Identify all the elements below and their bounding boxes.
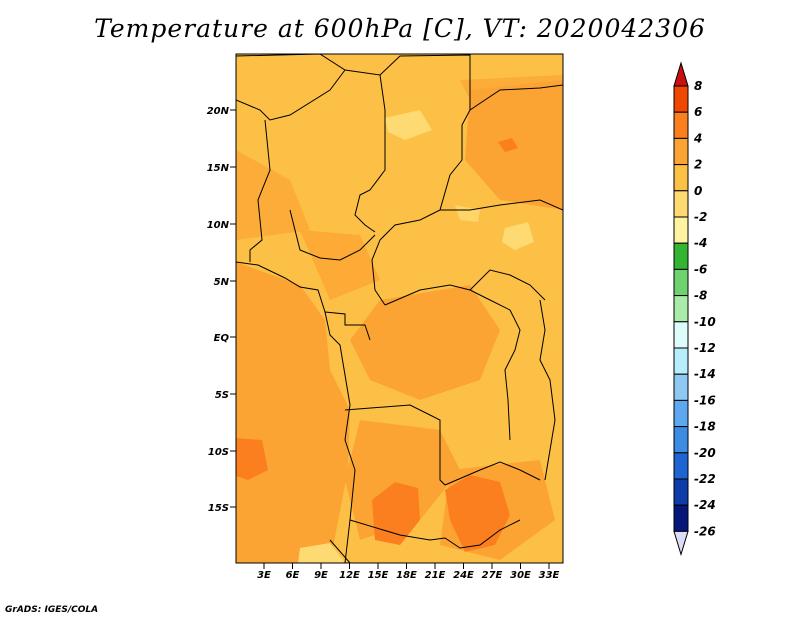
colorbar-segment bbox=[673, 216, 689, 244]
latitude-axis: 20N 15N 10N 5N EQ 5S 10S 15S bbox=[207, 106, 236, 514]
grads-credit: GrADS: IGES/COLA bbox=[5, 605, 98, 615]
colorbar-segment bbox=[673, 452, 689, 480]
lon-label: 24E bbox=[453, 570, 474, 581]
lon-label: 9E bbox=[314, 570, 328, 581]
lon-label: 27E bbox=[482, 570, 503, 581]
colorbar-segment bbox=[673, 426, 689, 454]
colorbar-top-arrow bbox=[673, 61, 689, 87]
colorbar-label: 4 bbox=[693, 131, 702, 145]
temperature-field bbox=[236, 54, 563, 563]
colorbar-segment bbox=[673, 242, 689, 270]
colorbar-label: 2 bbox=[694, 158, 702, 172]
colorbar-segment bbox=[673, 373, 689, 401]
colorbar-segment bbox=[673, 321, 689, 349]
lat-label: 10N bbox=[207, 220, 230, 231]
colorbar-segment bbox=[673, 268, 689, 297]
colorbar-segment bbox=[673, 295, 689, 323]
colorbar-segment bbox=[673, 504, 689, 532]
colorbar-segment bbox=[673, 399, 689, 428]
lat-label: 20N bbox=[207, 106, 230, 117]
colorbar-label: -18 bbox=[694, 420, 716, 434]
map-frame bbox=[235, 53, 564, 564]
colorbar-label: 0 bbox=[694, 184, 702, 198]
colorbar-segment bbox=[673, 478, 689, 506]
lon-label: 12E bbox=[339, 570, 360, 581]
lon-label: 15E bbox=[368, 570, 389, 581]
lat-label: 15N bbox=[207, 163, 230, 174]
colorbar-label: -12 bbox=[694, 341, 716, 355]
colorbar-segment bbox=[673, 111, 689, 139]
lon-label: 6E bbox=[286, 570, 300, 581]
colorbar-label: 8 bbox=[694, 79, 702, 93]
colorbar-label: -26 bbox=[694, 524, 716, 538]
colorbar-label: -4 bbox=[694, 236, 707, 250]
colorbar-segment bbox=[673, 137, 689, 166]
lon-label: 18E bbox=[396, 570, 417, 581]
lon-label: 30E bbox=[510, 570, 531, 581]
colorbar-label: -20 bbox=[694, 446, 716, 460]
lat-label: 10S bbox=[208, 447, 229, 458]
longitude-axis: 3E 6E 9E 12E 15E 18E 21E 24E 27E 30E 33E bbox=[257, 563, 560, 581]
colorbar: 8 6 4 2 0 -2 -4 -6 -8 -10 -12 -14 -16 -18 -20 -22 -24 -26 bbox=[673, 61, 716, 557]
lat-label: 5S bbox=[215, 390, 229, 401]
colorbar-segment bbox=[673, 190, 689, 218]
colorbar-bottom-arrow bbox=[673, 530, 689, 557]
lon-label: 3E bbox=[257, 570, 271, 581]
lon-label: 33E bbox=[539, 570, 560, 581]
colorbar-label: 6 bbox=[694, 105, 702, 119]
colorbar-label: -10 bbox=[694, 315, 716, 329]
colorbar-label: -24 bbox=[694, 498, 716, 512]
lat-label: 15S bbox=[208, 503, 229, 514]
colorbar-segment bbox=[673, 347, 689, 375]
colorbar-label: -14 bbox=[694, 367, 716, 381]
lon-label: 21E bbox=[425, 570, 446, 581]
colorbar-label: -6 bbox=[694, 262, 707, 276]
colorbar-segment bbox=[673, 85, 689, 113]
lat-label: 5N bbox=[214, 277, 230, 288]
colorbar-label: -8 bbox=[694, 289, 707, 303]
colorbar-segment bbox=[673, 164, 689, 192]
colorbar-label: -16 bbox=[694, 393, 716, 407]
lat-label: EQ bbox=[214, 333, 230, 344]
country-borders bbox=[236, 54, 563, 563]
colorbar-label: -2 bbox=[694, 210, 707, 224]
chart-title: Temperature at 600hPa [C], VT: 202004230… bbox=[94, 14, 706, 43]
colorbar-label: -22 bbox=[694, 472, 716, 486]
